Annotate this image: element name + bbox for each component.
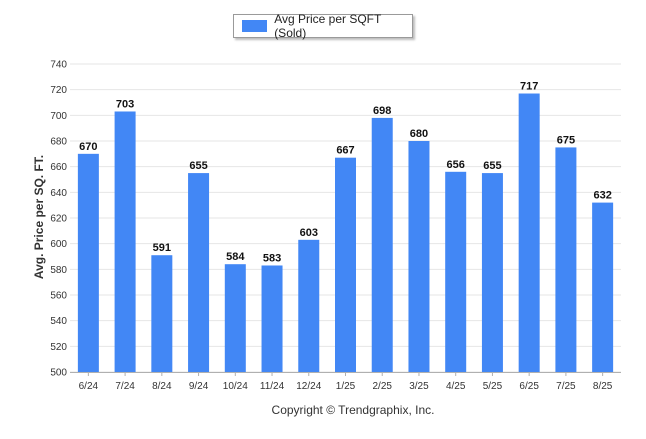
y-tick-label: 720: [50, 85, 67, 96]
data-label: 667: [336, 145, 354, 157]
bar: [481, 173, 503, 372]
y-tick-label: 680: [50, 137, 67, 148]
y-tick-label: 700: [50, 111, 67, 122]
data-label: 591: [153, 242, 171, 254]
x-tick-label: 8/25: [593, 381, 613, 392]
y-tick-label: 640: [50, 188, 67, 199]
x-tick-label: 7/25: [556, 381, 576, 392]
legend-label: Avg Price per SQFT (Sold): [274, 12, 382, 40]
y-tick-label: 580: [50, 265, 67, 276]
bar: [555, 147, 577, 372]
y-tick-label: 620: [50, 214, 67, 225]
y-tick-label: 520: [50, 342, 67, 353]
data-label: 656: [447, 159, 465, 171]
x-tick-label: 8/24: [152, 381, 172, 392]
y-tick-label: 660: [50, 162, 67, 173]
x-tick-label: 1/25: [336, 381, 356, 392]
bar: [592, 202, 614, 372]
x-tick-label: 2/25: [372, 381, 392, 392]
x-tick-label: 6/25: [519, 381, 539, 392]
bar: [335, 157, 356, 372]
y-axis-label: Avg. Price per SQ. FT.: [32, 154, 46, 280]
x-tick-label: 11/24: [260, 381, 285, 392]
y-tick-label: 740: [50, 60, 67, 71]
data-label: 584: [226, 251, 245, 263]
data-label: 675: [557, 134, 575, 146]
x-tick-label: 3/25: [409, 381, 429, 392]
copyright-footer: Copyright © Trendgraphix, Inc.: [271, 403, 435, 417]
bar: [151, 255, 173, 372]
legend-swatch: [242, 20, 268, 32]
x-tick-label: 10/24: [223, 381, 248, 392]
x-tick-label: 9/24: [189, 381, 209, 392]
bar: [371, 117, 393, 373]
data-label: 583: [263, 252, 281, 264]
data-label: 632: [593, 190, 611, 202]
bar: [261, 265, 283, 372]
data-label: 603: [300, 227, 318, 239]
data-label: 698: [373, 105, 391, 117]
data-label: 717: [520, 81, 538, 93]
x-tick-label: 4/25: [446, 381, 466, 392]
x-tick-label: 6/24: [79, 381, 99, 392]
bar: [518, 93, 540, 373]
bar: [445, 171, 467, 372]
y-tick-label: 540: [50, 316, 67, 327]
data-label: 670: [79, 141, 97, 153]
x-tick-label: 5/25: [483, 381, 503, 392]
bar: [408, 141, 430, 372]
data-label: 655: [189, 160, 207, 172]
data-label: 703: [116, 98, 134, 110]
data-label: 680: [410, 128, 428, 140]
x-tick-label: 12/24: [296, 381, 321, 392]
bar: [188, 173, 210, 372]
legend[interactable]: Avg Price per SQFT (Sold): [233, 12, 413, 40]
data-label: 655: [483, 160, 501, 172]
y-tick-label: 560: [50, 291, 67, 302]
x-tick-label: 7/24: [115, 381, 135, 392]
bar: [224, 264, 246, 372]
y-tick-label: 600: [50, 239, 67, 250]
bar: [298, 239, 320, 372]
y-tick-label: 500: [50, 368, 67, 379]
bar: [77, 153, 99, 372]
bar: [114, 111, 136, 372]
